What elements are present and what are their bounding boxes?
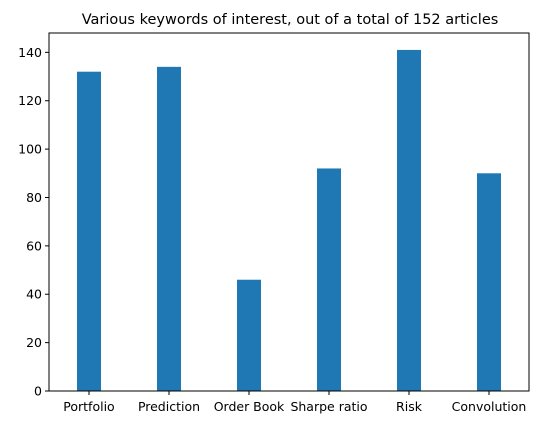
bar-convolution bbox=[477, 173, 501, 391]
x-tick-label: Risk bbox=[396, 399, 423, 414]
y-tick-label: 0 bbox=[34, 384, 42, 399]
y-tick-label: 40 bbox=[26, 287, 42, 302]
x-tick-label: Sharpe ratio bbox=[290, 399, 367, 414]
y-tick-label: 80 bbox=[26, 190, 42, 205]
x-tick-label: Portfolio bbox=[63, 399, 114, 414]
bar-sharpe-ratio bbox=[317, 168, 341, 391]
bars-group bbox=[77, 49, 501, 392]
x-tick-label: Prediction bbox=[138, 399, 200, 414]
y-tick-label: 60 bbox=[26, 238, 42, 253]
bar-portfolio bbox=[77, 71, 101, 392]
x-tick-label: Order Book bbox=[214, 399, 285, 414]
y-tick-label: 20 bbox=[26, 335, 42, 350]
y-tick-label: 120 bbox=[18, 93, 42, 108]
y-tick-label: 140 bbox=[18, 45, 42, 60]
bar-risk bbox=[397, 49, 421, 391]
bar-prediction bbox=[157, 66, 181, 391]
plot-frame bbox=[48, 32, 530, 392]
x-axis: Portfolio Prediction Order Book Sharpe rati… bbox=[63, 391, 526, 414]
bar-order-book bbox=[237, 279, 261, 391]
y-axis: 0 20 40 60 80 100 120 140 bbox=[18, 45, 49, 399]
x-tick-label: Convolution bbox=[452, 399, 527, 414]
chart-title: Various keywords of interest, out of a t… bbox=[82, 12, 499, 28]
y-tick-label: 100 bbox=[18, 142, 42, 157]
